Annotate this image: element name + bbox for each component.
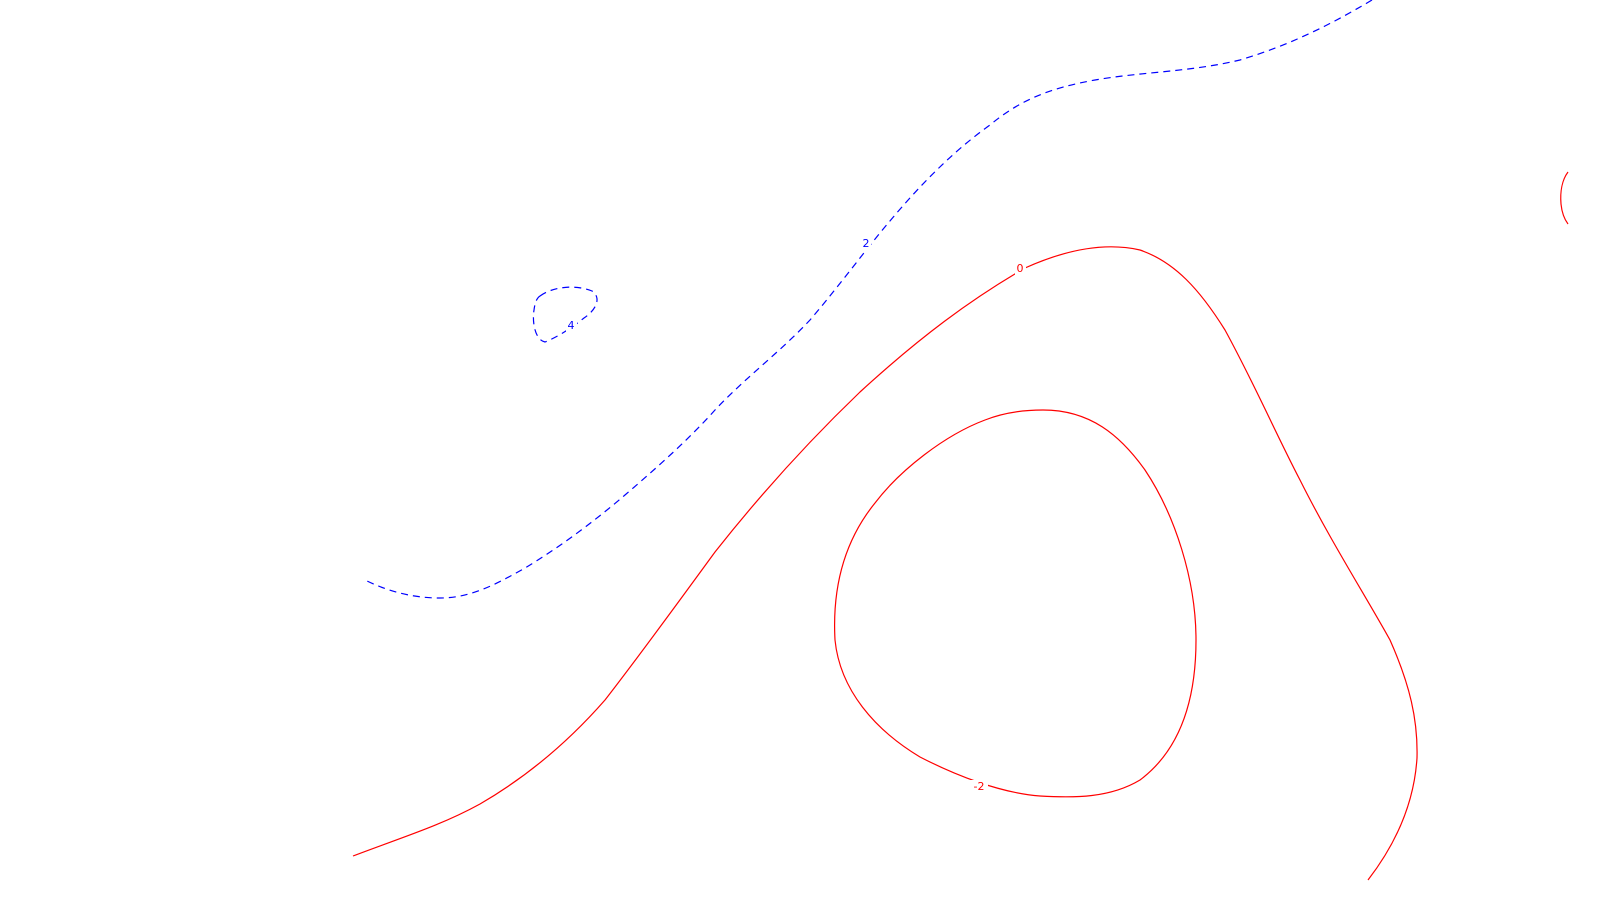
contour-label-text-0: 0 [1017, 262, 1024, 275]
contour-line-2 [364, 0, 1373, 599]
contour-line-edge-partial [1560, 171, 1569, 225]
contour-line-minus-2 [833, 409, 1197, 798]
contour-label-text-2: 2 [863, 237, 870, 250]
contour-label-text-4: 4 [568, 319, 575, 332]
contour-label-pos-2: 2 [860, 237, 871, 251]
contour-label-pos-4: 4 [566, 319, 577, 333]
contour-label-text-minus-2: -2 [974, 780, 985, 793]
contour-line-0 [352, 246, 1418, 881]
contour-label-zero: 0 [1015, 262, 1026, 276]
contour-label-neg-2: -2 [970, 780, 988, 794]
